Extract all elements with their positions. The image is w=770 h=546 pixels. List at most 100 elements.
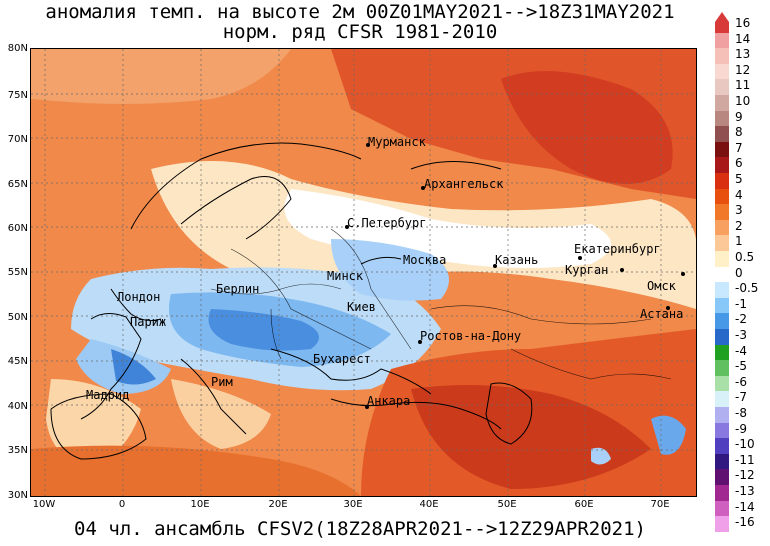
city-dot-kazan: [493, 264, 497, 268]
legend-label: 10: [735, 94, 751, 108]
city-dot-ekaterinburg: [578, 256, 582, 260]
legend-label: -12: [735, 468, 755, 483]
legend-swatch: [715, 79, 729, 96]
anomaly-field: [31, 49, 696, 496]
city-dot-astana: [666, 306, 670, 310]
legend-label: 2: [735, 218, 743, 233]
legend-swatch: [715, 173, 729, 189]
legend-label: 4: [735, 187, 743, 202]
legend-label: -10: [735, 437, 755, 452]
legend-swatch: [715, 63, 729, 80]
city-label-london: Лондон: [117, 290, 161, 304]
legend-label: -11: [735, 452, 755, 467]
legend-label: -2: [735, 312, 747, 327]
legend-swatch: [715, 141, 729, 158]
legend-label: -13: [735, 484, 755, 498]
legend-swatch: [715, 313, 729, 330]
city-label-spb: С.Петербург: [347, 216, 427, 230]
lon-label-60e: 60E: [574, 499, 594, 510]
legend-swatch: [715, 375, 729, 392]
legend-label: 1: [735, 234, 743, 249]
city-label-arkhangelsk: Архангельск: [424, 177, 504, 191]
city-label-astana: Астана: [640, 307, 684, 321]
legend-label: -6: [735, 374, 747, 389]
legend-label: -4: [735, 343, 747, 358]
city-label-omsk: Омск: [647, 279, 676, 293]
city-dot-rostov: [418, 340, 422, 344]
map-title-line1: аномалия темп. на высоте 2м 00Z01MAY2021…: [45, 1, 675, 23]
city-label-ekaterinburg: Екатеринбург: [574, 242, 661, 256]
city-dot-kurgan: [620, 268, 624, 272]
lon-label-0: 0: [118, 499, 126, 510]
legend-label: 16: [735, 16, 751, 30]
city-dot-spb: [345, 225, 349, 229]
city-label-murmansk: Мурманск: [368, 135, 426, 149]
lon-label-20e: 20E: [268, 499, 288, 510]
legend-label: 9: [735, 109, 743, 124]
color-legend: 16 14 13 12 11 10 9 8 7 6 5 4 3 2 1 0.5 0 -0.5 -1 -2 -3 -4 -5-…: [715, 12, 770, 532]
city-label-minsk: Минск: [327, 269, 364, 283]
city-label-rostov: Ростов-на-Дону: [420, 329, 522, 343]
legend-swatch: [715, 407, 729, 423]
legend-swatch: [715, 485, 729, 501]
legend-label: -1: [735, 296, 747, 311]
lat-label-45n: 45N: [7, 356, 28, 367]
legend-swatch: [715, 360, 729, 376]
legend-label: -7: [735, 390, 747, 405]
legend-label: 13: [735, 47, 751, 62]
legend-swatch: [715, 48, 729, 64]
legend-label: -16: [735, 515, 755, 530]
lat-label-30n: 30N: [7, 490, 28, 501]
legend-label: 8: [735, 125, 743, 140]
legend-label: -9: [735, 421, 747, 436]
legend-label: -3: [735, 328, 747, 342]
legend-swatch: [715, 469, 729, 486]
legend-swatch: [715, 500, 729, 517]
lat-label-75n: 75N: [7, 90, 28, 101]
lat-label-55n: 55N: [7, 267, 28, 278]
city-label-kazan: Казань: [495, 253, 539, 267]
legend-swatch: [715, 251, 729, 267]
lon-label-10e: 10E: [190, 499, 210, 510]
legend-swatch: [715, 95, 729, 111]
lat-label-60n: 60N: [7, 223, 28, 234]
legend-label: -8: [735, 406, 747, 420]
legend-swatch: [715, 516, 729, 532]
legend-label: 6: [735, 156, 743, 171]
legend-swatch: [715, 422, 729, 439]
legend-label: 5: [735, 172, 743, 186]
lat-label-65n: 65N: [7, 179, 28, 190]
legend-label: 0: [735, 265, 743, 280]
legend-swatch: [715, 297, 729, 314]
legend-label: 0.5: [735, 250, 755, 264]
legend-label: 12: [735, 62, 751, 77]
legend-swatch: [715, 219, 729, 236]
lon-label-40e: 40E: [419, 499, 439, 510]
legend-arrow-top-icon: [715, 12, 729, 22]
legend-swatch: [715, 235, 729, 252]
legend-label: -14: [735, 499, 755, 514]
city-label-paris: Париж: [130, 315, 167, 329]
city-label-berlin: Берлин: [216, 282, 260, 296]
legend-swatch: [715, 329, 729, 345]
legend-swatch: [715, 282, 729, 298]
city-dot-murmansk: [366, 143, 370, 147]
city-label-kurgan: Курган: [565, 263, 609, 277]
city-dot-omsk: [681, 272, 685, 276]
lat-label-40n: 40N: [7, 401, 28, 412]
legend-label: 11: [735, 78, 751, 93]
city-label-kiev: Киев: [347, 300, 376, 314]
city-label-bucharest: Бухарест: [313, 352, 371, 366]
city-label-moscow: Москва: [403, 253, 447, 267]
legend-swatch: [715, 188, 729, 205]
legend-swatch: [715, 110, 729, 127]
city-label-madrid: Мадрид: [86, 388, 130, 402]
legend-swatch: [715, 157, 729, 174]
city-label-ankara: Анкара: [367, 394, 411, 408]
legend-swatch: [715, 438, 729, 454]
legend-label: 7: [735, 140, 743, 155]
city-label-rome: Рим: [211, 375, 233, 389]
map-title-line2: норм. ряд CFSR 1981-2010: [222, 21, 498, 43]
legend-swatch: [715, 32, 729, 49]
legend-label: 14: [735, 31, 751, 46]
